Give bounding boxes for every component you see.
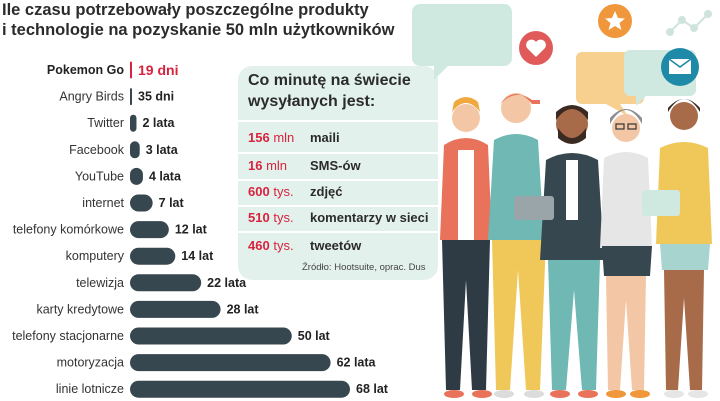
stat-label: SMS-ów <box>310 158 361 173</box>
info-box-title: Co minutę na świecie wysyłanych jest: <box>248 70 433 112</box>
stat-unit: mln <box>266 158 288 173</box>
category-label: karty kredytowe <box>36 302 124 316</box>
stat-unit: tys. <box>273 184 294 199</box>
stat-row: 16 mln SMS-ów <box>238 156 438 176</box>
stat-value: 156 mln <box>248 130 295 145</box>
source-note: Źródło: Hootsuite, oprac. Dus <box>302 262 426 273</box>
bar <box>130 167 143 185</box>
stat-unit: mln <box>273 130 295 145</box>
bar <box>130 354 331 372</box>
value-label: 50 lat <box>298 329 331 343</box>
star-icon <box>598 4 632 38</box>
stat-row: 460 tys. tweetów <box>238 236 438 256</box>
person-woman-glasses <box>600 109 652 398</box>
people-illustration <box>412 4 712 398</box>
bar <box>130 221 169 239</box>
bar <box>130 114 137 132</box>
speech-bubble-teal <box>412 4 512 80</box>
category-label: telefony komórkowe <box>13 223 124 237</box>
person-man-cap <box>488 93 546 398</box>
bar <box>130 274 202 292</box>
separator <box>238 231 438 233</box>
bar <box>130 380 350 398</box>
category-label: linie lotnicze <box>56 382 124 396</box>
bar <box>130 247 176 265</box>
value-label: 14 lat <box>181 249 214 263</box>
value-label: 35 dni <box>138 90 174 104</box>
value-label: 2 lata <box>142 116 175 130</box>
value-label: 62 lata <box>337 356 377 370</box>
category-label: Facebook <box>69 143 125 157</box>
bar <box>130 141 140 159</box>
stat-label: komentarzy w sieci <box>310 210 429 225</box>
stat-value: 16 mln <box>248 158 288 173</box>
value-label: 19 dni <box>138 62 178 78</box>
person-woman-coral <box>440 97 492 398</box>
value-label: 68 lat <box>356 382 389 396</box>
network-icon <box>666 10 712 36</box>
bar <box>130 88 132 106</box>
stat-label: maili <box>310 130 340 145</box>
stat-label: zdjęć <box>310 184 343 199</box>
separator <box>238 205 438 207</box>
stat-row: 156 mln maili <box>238 128 438 148</box>
stat-row: 510 tys. komentarzy w sieci <box>238 208 438 228</box>
person-man-beard <box>514 105 604 398</box>
bar-chart: Pokemon Go 19 dni Angry Birds 35 dni Twitter… <box>12 61 389 398</box>
category-label: YouTube <box>75 169 124 183</box>
category-label: Twitter <box>87 116 124 130</box>
info-box-title-line-1: Co minutę na świecie <box>248 72 411 89</box>
category-label: motoryzacja <box>57 356 124 370</box>
stat-value: 460 tys. <box>248 238 294 253</box>
stat-label: tweetów <box>310 238 362 253</box>
stat-row: 600 tys. zdjęć <box>238 182 438 202</box>
value-label: 22 lata <box>207 276 247 290</box>
value-label: 7 lat <box>159 196 185 210</box>
separator <box>238 120 438 122</box>
value-label: 28 lat <box>227 302 260 316</box>
bar <box>130 61 132 79</box>
heart-icon <box>519 31 553 65</box>
category-label: Angry Birds <box>59 90 124 104</box>
value-label: 4 lata <box>149 169 182 183</box>
person-woman-laptop <box>642 99 712 398</box>
category-label: telewizja <box>76 276 124 290</box>
info-box: Co minutę na świecie wysyłanych jest: 15… <box>238 66 438 280</box>
value-label: 3 lata <box>146 143 179 157</box>
chart-title-line-2: i technologie na pozyskanie 50 mln użytk… <box>2 21 395 39</box>
chart-title-line-1: Ile czasu potrzebowały poszczególne prod… <box>2 1 369 19</box>
stat-unit: tys. <box>273 238 294 253</box>
separator <box>238 179 438 181</box>
info-box-title-line-2: wysyłanych jest: <box>248 93 376 110</box>
bar <box>130 194 153 212</box>
chart-title: Ile czasu potrzebowały poszczególne prod… <box>2 0 422 40</box>
mail-icon <box>661 48 699 86</box>
category-label: Pokemon Go <box>47 63 124 77</box>
bar <box>130 300 221 318</box>
stat-value: 600 tys. <box>248 184 294 199</box>
category-label: komputery <box>66 249 125 263</box>
value-label: 12 lat <box>175 223 208 237</box>
stat-unit: tys. <box>273 210 294 225</box>
category-label: internet <box>82 196 124 210</box>
separator <box>238 152 438 154</box>
stat-value: 510 tys. <box>248 210 294 225</box>
category-label: telefony stacjonarne <box>12 329 124 343</box>
bar <box>130 327 292 345</box>
